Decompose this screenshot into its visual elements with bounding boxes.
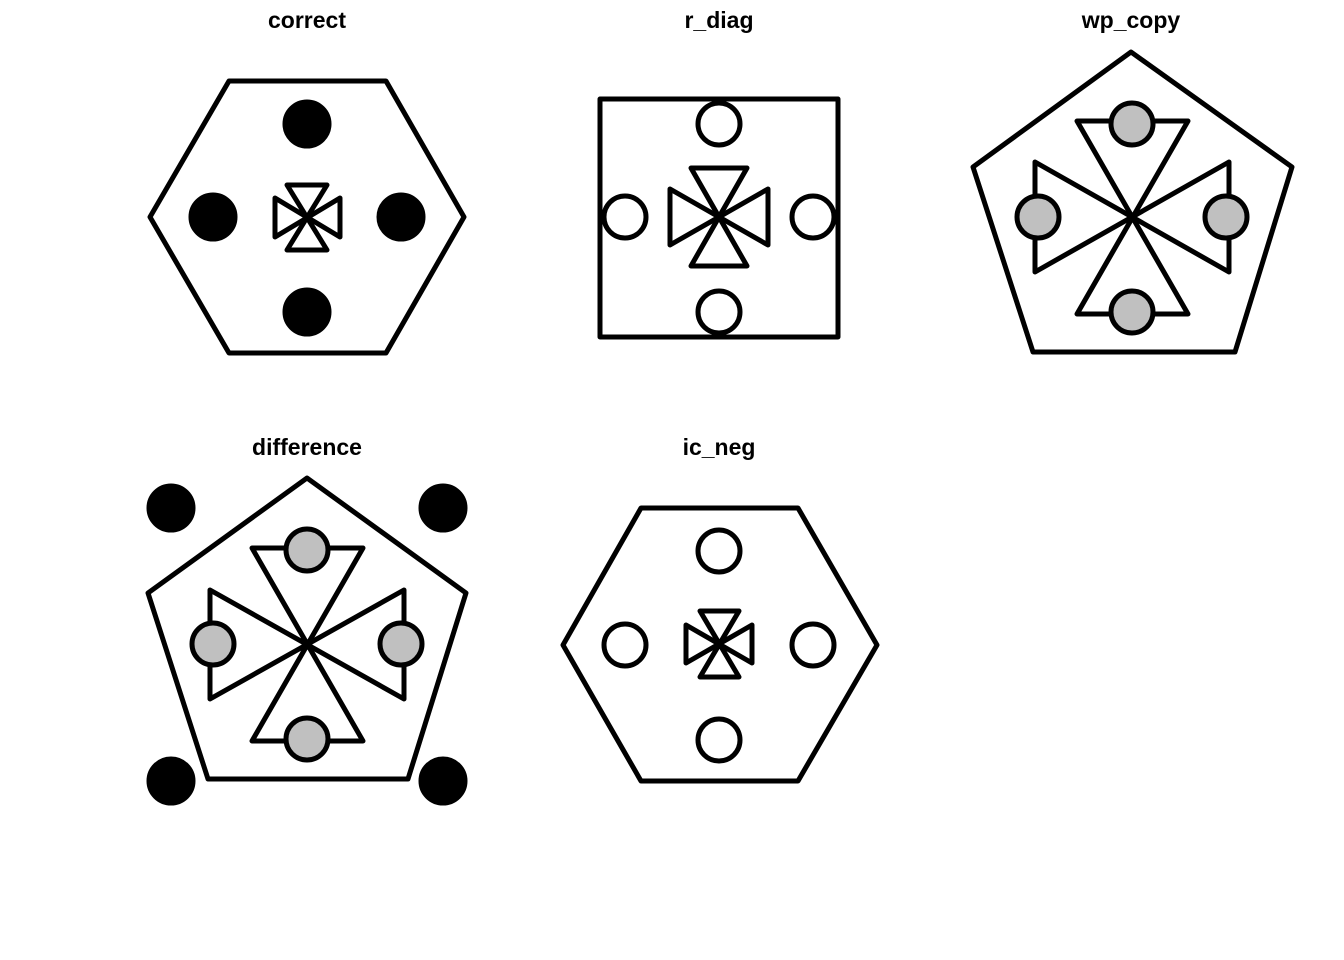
dot-top xyxy=(695,527,743,575)
dot-left xyxy=(188,192,238,242)
dot-left xyxy=(601,621,649,669)
dot-left xyxy=(601,193,649,241)
panel-title-r-diag: r_diag xyxy=(684,7,754,33)
dot-right xyxy=(789,193,837,241)
dot-right xyxy=(377,620,425,668)
bowtie-horizontal xyxy=(272,195,343,240)
bowtie-horizontal xyxy=(207,587,407,702)
bowtie-horizontal xyxy=(683,622,755,666)
bowtie-vertical xyxy=(284,182,330,253)
dot-bottom xyxy=(1108,288,1156,336)
dot-bottom xyxy=(695,716,743,764)
panel-wp-copy xyxy=(970,49,1295,355)
dot-right xyxy=(1202,193,1250,241)
corner-dot-bottom-right xyxy=(418,756,468,806)
panel-correct xyxy=(147,78,467,356)
corner-dot-top-right xyxy=(418,483,468,533)
panel-title-ic-neg: ic_neg xyxy=(682,434,756,460)
dot-top xyxy=(695,100,743,148)
dot-left xyxy=(1014,193,1062,241)
bowtie-horizontal xyxy=(667,186,771,248)
outer-hexagon xyxy=(147,78,467,356)
panel-ic-neg xyxy=(560,505,880,784)
dot-right xyxy=(789,621,837,669)
bowtie-horizontal xyxy=(1032,159,1232,275)
dot-bottom xyxy=(695,288,743,336)
panel-title-difference: difference xyxy=(252,434,362,460)
corner-dot-top-left xyxy=(146,483,196,533)
outer-pentagon xyxy=(145,475,469,782)
bowtie-vertical xyxy=(688,165,750,269)
corner-dot-bottom-left xyxy=(146,756,196,806)
outer-hexagon xyxy=(560,505,880,784)
dot-bottom xyxy=(282,287,332,337)
dot-left xyxy=(189,620,237,668)
dot-bottom xyxy=(283,715,331,763)
bowtie-vertical xyxy=(697,608,742,680)
dot-right xyxy=(376,192,426,242)
dot-top xyxy=(282,99,332,149)
panel-title-wp-copy: wp_copy xyxy=(1081,7,1181,33)
dot-top xyxy=(1108,100,1156,148)
outer-pentagon xyxy=(970,49,1295,355)
dot-top xyxy=(283,526,331,574)
outer-square xyxy=(597,96,841,340)
panel-difference xyxy=(145,475,469,806)
panel-r-diag xyxy=(597,96,841,340)
panel-title-correct: correct xyxy=(268,7,346,33)
